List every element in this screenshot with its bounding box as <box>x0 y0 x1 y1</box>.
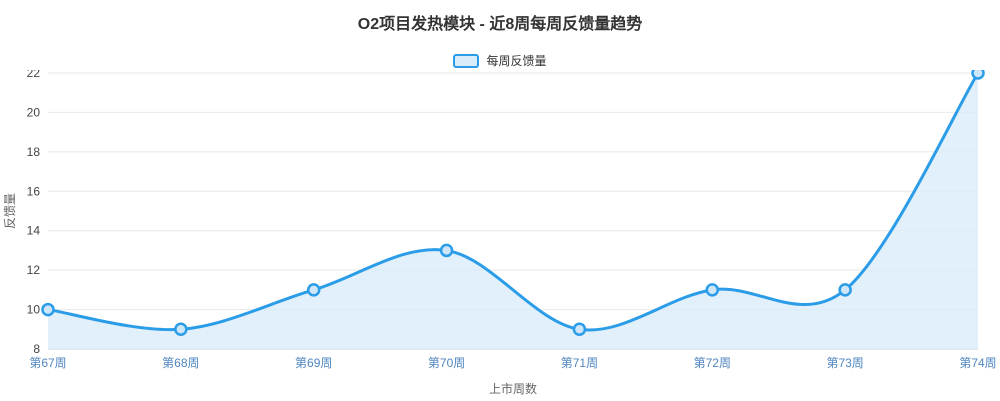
data-point[interactable] <box>439 243 454 258</box>
y-tick-label: 12 <box>27 263 41 277</box>
line-chart-canvas: 8 10 12 14 16 18 20 22 第67周 第68周 第69周 第70周 第71周 第72周 第… <box>3 70 997 396</box>
y-tick-label: 10 <box>27 303 41 317</box>
x-tick-label: 第71周 <box>561 356 598 370</box>
legend-marker-icon <box>453 53 480 68</box>
y-tick-label: 18 <box>27 145 41 159</box>
data-point[interactable] <box>572 322 587 337</box>
data-point[interactable] <box>971 70 985 80</box>
data-point[interactable] <box>174 322 188 337</box>
data-point[interactable] <box>306 283 321 297</box>
y-axis-name: 反馈量 <box>3 193 17 229</box>
y-tick-label: 20 <box>27 105 41 119</box>
y-tick-label: 14 <box>27 224 41 238</box>
x-axis-name: 上市周数 <box>489 381 537 396</box>
x-tick-label: 第68周 <box>162 356 199 370</box>
x-tick-label: 第70周 <box>428 356 465 370</box>
y-tick-label: 16 <box>27 184 41 198</box>
chart-title: O2项目发热模块 - 近8周每周反馈量趋势 <box>357 16 643 33</box>
data-point[interactable] <box>705 283 720 297</box>
trend-line <box>46 71 980 332</box>
x-tick-label: 第69周 <box>295 356 332 370</box>
legend-item[interactable]: 每周反馈量 <box>0 52 1000 69</box>
area-fill <box>48 73 978 349</box>
x-tick-label: 第72周 <box>694 356 731 370</box>
y-tick-label: 8 <box>33 342 40 356</box>
x-tick-label: 第67周 <box>29 356 66 370</box>
data-point[interactable] <box>41 302 55 317</box>
legend-series-label: 每周反馈量 <box>486 54 547 68</box>
x-tick-label: 第73周 <box>826 356 863 370</box>
y-tick-label: 22 <box>27 70 41 80</box>
x-tick-label: 第74周 <box>959 356 996 370</box>
data-point[interactable] <box>838 283 852 297</box>
